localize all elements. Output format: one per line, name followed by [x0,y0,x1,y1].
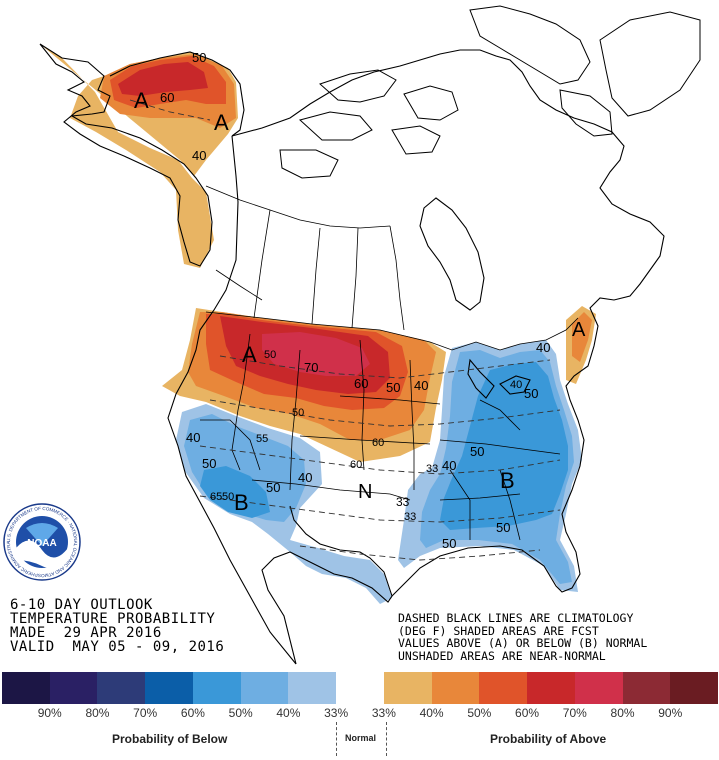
legend-swatch [431,672,480,704]
legend-swatch [574,672,623,704]
contour-label: 50 [266,480,280,495]
legend-swatch [240,672,289,704]
contour-label: 60 [354,376,368,391]
legend-tick-label: 40% [276,706,301,720]
legend-tick-label: 50% [467,706,492,720]
alaska-above-70 [118,62,208,96]
map-note: DASHED BLACK LINES ARE CLIMATOLOGY (DEG F… [398,612,647,662]
legend-swatch [336,672,384,704]
legend-tick-label: 80% [85,706,110,720]
contour-label: 40 [186,430,200,445]
note-line-2: (DEG F) SHADED AREAS ARE FCST [398,623,599,638]
legend-swatch [670,672,719,704]
legend-above-caption: Probability of Above [490,732,607,746]
borders [200,185,579,541]
label-normal: N [358,481,372,503]
contour-label: 50 [386,380,400,395]
contour-label: 60 [160,90,174,105]
contour-label: 50 [264,349,276,361]
noaa-ring-text: U.S. DEPARTMENT OF COMMERCE · NATIONAL O… [0,0,78,578]
contour-label: 40 [510,379,522,391]
contour-label: 50 [470,444,484,459]
legend-divider-left [336,722,337,756]
legend-tick-label: 70% [562,706,587,720]
legend-ticks: 90% 80% 70% 60% 50% 40% 33% 33% 40% 50% 60% 70% 80% 9… [0,706,719,722]
contour-label: 70 [304,360,318,375]
west-below-50 [200,466,270,518]
coastlines [39,43,665,665]
label-above-plains: A [242,342,257,367]
contour-label: 65 [210,491,222,503]
legend-swatch [383,672,432,704]
legend-tick-label: 90% [658,706,683,720]
legend-normal-caption: Normal [345,733,377,743]
contour-label: 60 [350,459,362,471]
contour-label: 33 [396,495,410,509]
label-above-ne: A [572,319,586,341]
arctic-islands [279,5,701,179]
legend-color-bar [2,672,719,704]
contour-label: 50 [442,536,456,551]
noaa-logo-text: NOAA [27,538,56,549]
header-line-1: 6-10 DAY OUTLOOK [10,597,153,613]
header-line-2: TEMPERATURE PROBABILITY [10,611,216,627]
legend-swatch [288,672,337,704]
label-below-west: B [234,490,249,515]
legend-tick-label: 40% [419,706,444,720]
east-below-50 [440,362,568,530]
contour-label: 50 [524,386,538,401]
legend-tick-label: 50% [228,706,253,720]
label-above-alaska-1: A [134,88,149,113]
legend-tick-label: 60% [515,706,540,720]
note-line-1: DASHED BLACK LINES ARE CLIMATOLOGY [398,611,634,625]
ne-above-50 [572,312,592,362]
contour-label: 40 [536,340,550,355]
contour-label: 40 [414,378,428,393]
legend-swatch [2,672,50,704]
plains-above-80 [262,332,370,376]
legend-swatch [527,672,575,704]
climatology-lines [129,99,561,561]
svg-text:U.S. DEPARTMENT OF COMMERCE ·: U.S. DEPARTMENT OF COMMERCE · NATIONAL O… [0,0,78,578]
label-below-east: B [500,468,515,493]
legend-tick-label: 60% [180,706,205,720]
header-line-4: VALID MAY 05 - 09, 2016 [10,639,225,655]
contour-label: 40 [192,148,206,163]
contour-label: 50 [222,491,234,503]
contour-label: 55 [256,433,268,445]
legend-divider-right [386,722,387,756]
contour-label: 50 [192,50,206,65]
contour-label: 40 [442,458,456,473]
legend-tick-label: 33% [371,706,396,720]
header-line-3: MADE 29 APR 2016 [10,625,162,641]
legend-below-caption: Probability of Below [112,732,228,746]
outlook-header: 6-10 DAY OUTLOOK TEMPERATURE PROBABILITY M… [10,598,224,654]
contour-label: 50 [496,520,510,535]
contour-label: 60 [372,437,384,449]
legend-swatch [49,672,98,704]
contour-label: 50 [202,456,216,471]
legend-tick-label: 70% [133,706,158,720]
contour-label: 33 [404,511,416,523]
contour-label: 50 [292,407,304,419]
legend-tick-label: 80% [610,706,635,720]
contour-label: 33 [426,463,438,475]
note-line-3: VALUES ABOVE (A) OR BELOW (B) NORMAL [398,636,648,650]
noaa-logo: NOAA U.S. DEPARTMENT OF COMMERCE · NATIO… [0,0,81,581]
legend-swatch [192,672,241,704]
contour-label: 40 [298,470,312,485]
legend-tick-label: 90% [37,706,62,720]
legend-tick-label: 33% [324,706,349,720]
legend-swatch [622,672,671,704]
legend-swatch [479,672,528,704]
note-line-4: UNSHADED AREAS ARE NEAR-NORMAL [398,648,606,663]
legend-swatch [145,672,193,704]
label-above-alaska-2: A [214,110,229,135]
legend-swatch [97,672,146,704]
